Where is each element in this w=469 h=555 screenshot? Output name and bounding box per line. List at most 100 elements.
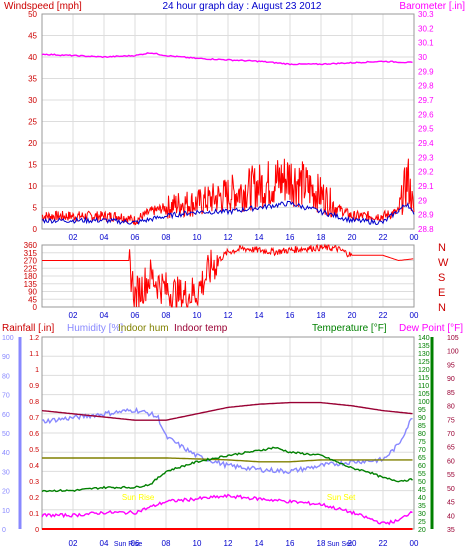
humidity-tick-1: 10	[2, 508, 10, 515]
legend-rainfall: Rainfall [.in]	[2, 323, 54, 334]
panel2-xtick-4: 10	[193, 311, 202, 320]
panel2-ytick-5: 225	[24, 264, 38, 273]
dewpoint-tick-2: 45	[447, 500, 455, 507]
dewpoint-tick-1: 40	[447, 513, 455, 520]
panel2-xtick-11: 00	[410, 311, 419, 320]
panel2-xtick-5: 12	[224, 311, 233, 320]
panel2-xtick-1: 04	[100, 311, 109, 320]
temperature-tick-13: 85	[418, 423, 426, 430]
dewpoint-tick-7: 70	[447, 431, 455, 438]
panel2-ytick-0: 0	[33, 303, 38, 312]
barometer-series	[41, 52, 413, 66]
panel2-ytick-2: 90	[28, 288, 37, 297]
panel3-xtick-0: 02	[69, 539, 78, 548]
humidity-tick-8: 80	[2, 373, 10, 380]
panel2-ytick-6: 270	[24, 257, 38, 266]
legend-humidity: Humidity [%]	[67, 323, 123, 334]
rainfall-tick-4: 0.4	[29, 463, 39, 470]
humidity-tick-0: 0	[2, 527, 6, 534]
panel1-ytick-right-10: 29.8	[418, 82, 434, 91]
temperature-tick-5: 45	[418, 487, 426, 494]
panel3-xtick-3: 06	[131, 539, 140, 548]
temperature-tick-6: 50	[418, 479, 426, 486]
humidity-tick-6: 60	[2, 412, 10, 419]
panel1-ytick-left-2: 10	[28, 182, 37, 191]
dewpoint-tick-3: 50	[447, 486, 455, 493]
sun-rise-annotation: Sun Rise	[122, 493, 155, 502]
rainfall-tick-5: 0.5	[29, 447, 39, 454]
humidity-tick-7: 70	[2, 393, 10, 400]
panel1-ytick-right-12: 30	[418, 53, 427, 62]
panel1-ytick-right-6: 29.4	[418, 139, 434, 148]
temperature-tick-24: 140	[418, 335, 430, 342]
temperature-tick-16: 100	[418, 399, 430, 406]
panel2-xtick-10: 22	[379, 311, 388, 320]
series-dew-point-f-	[41, 493, 413, 526]
panel1-ytick-right-1: 28.9	[418, 211, 434, 220]
panel1-frame	[41, 13, 415, 230]
rainfall-tick-2: 0.2	[29, 495, 39, 502]
panel1-ytick-right-13: 30.1	[418, 39, 434, 48]
rainfall-tick-11: 1.1	[29, 351, 39, 358]
legend-temperature: Temperature [°F]	[312, 323, 387, 334]
panel3-xtick-2: Sun Rise	[114, 541, 143, 548]
temperature-tick-21: 125	[418, 359, 430, 366]
dewpoint-tick-6: 65	[447, 445, 455, 452]
humidity-tick-10: 100	[2, 335, 14, 342]
dewpoint-tick-11: 90	[447, 376, 455, 383]
panel1-ytick-right-14: 30.2	[418, 24, 434, 33]
rainfall-tick-1: 0.1	[29, 511, 39, 518]
chart-marks: 0510152025303540455028.828.92929.129.229…	[2, 10, 459, 548]
rainfall-tick-12: 1.2	[29, 335, 39, 342]
panel1-ytick-left-3: 15	[28, 161, 37, 170]
temperature-tick-3: 35	[418, 503, 426, 510]
dewpoint-tick-13: 100	[447, 349, 459, 356]
panel2-ytick-7: 315	[24, 249, 38, 258]
panel1-ytick-left-6: 30	[28, 96, 37, 105]
panel2-frame	[41, 244, 415, 308]
panel1-ytick-right-8: 29.6	[418, 110, 434, 119]
panel3-xtick-4: 08	[162, 539, 171, 548]
panel1-xtick-5: 12	[224, 233, 233, 242]
panel1-ytick-left-9: 45	[28, 32, 37, 41]
panel1-ytick-left-7: 35	[28, 75, 37, 84]
panel1-ytick-right-0: 28.8	[418, 225, 434, 234]
panel1-xtick-4: 10	[193, 233, 202, 242]
panel1-left-axis-label: Windspeed [mph]	[4, 1, 82, 12]
panel1-xtick-1: 04	[100, 233, 109, 242]
temperature-tick-0: 20	[418, 527, 426, 534]
panel2-compass-2: S	[438, 272, 445, 284]
panel2-ytick-3: 135	[24, 280, 38, 289]
dewpoint-tick-9: 80	[447, 404, 455, 411]
panel1-right-axis-label: Barometer [.in]	[399, 1, 465, 12]
wind-average-series	[41, 200, 415, 226]
temperature-tick-12: 80	[418, 431, 426, 438]
temperature-tick-7: 55	[418, 471, 426, 478]
panel2-xtick-3: 08	[162, 311, 171, 320]
temperature-tick-4: 40	[418, 495, 426, 502]
temperature-tick-17: 105	[418, 391, 430, 398]
panel2-xtick-6: 14	[255, 311, 264, 320]
rainfall-tick-9: 0.9	[29, 383, 39, 390]
dewpoint-tick-0: 35	[447, 527, 455, 534]
humidity-tick-5: 50	[2, 431, 10, 438]
panel1-xtick-3: 08	[162, 233, 171, 242]
panel1-ytick-left-0: 0	[33, 225, 38, 234]
panel1-xtick-10: 22	[379, 233, 388, 242]
panel3-xtick-11: 20	[348, 539, 357, 548]
temperature-tick-2: 30	[418, 511, 426, 518]
temperature-tick-15: 95	[418, 407, 426, 414]
panel1-xtick-6: 14	[255, 233, 264, 242]
panel1-ytick-right-15: 30.3	[418, 10, 434, 19]
rainfall-tick-6: 0.6	[29, 431, 39, 438]
panel3-xtick-12: 22	[379, 539, 388, 548]
panel1-xtick-9: 20	[348, 233, 357, 242]
temperature-tick-11: 75	[418, 439, 426, 446]
dewpoint-tick-5: 60	[447, 458, 455, 465]
panel1-ytick-left-1: 5	[33, 204, 38, 213]
rainfall-tick-3: 0.3	[29, 479, 39, 486]
panel1-xtick-0: 02	[69, 233, 78, 242]
panel1-xtick-8: 18	[317, 233, 326, 242]
panel3-xtick-13: 00	[410, 539, 419, 548]
panel1-ytick-right-3: 29.1	[418, 182, 434, 191]
